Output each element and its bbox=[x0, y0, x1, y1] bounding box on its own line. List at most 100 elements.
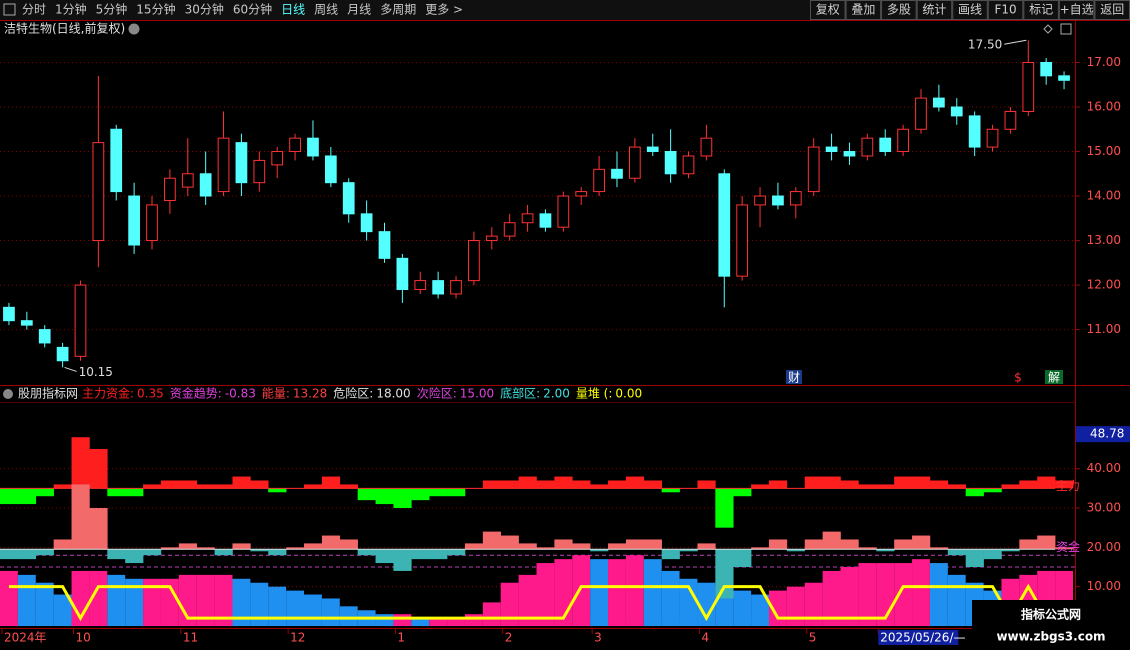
toolbar-button[interactable] bbox=[987, 0, 1024, 20]
legend-name: 能量: bbox=[262, 387, 290, 401]
candle-body bbox=[628, 146, 641, 179]
flow-area bbox=[947, 549, 966, 556]
period-tab[interactable]: 5分钟 bbox=[96, 2, 128, 17]
candle-body bbox=[611, 168, 623, 179]
flow-area bbox=[554, 476, 573, 489]
flow-area bbox=[71, 484, 90, 550]
legend-name: 主力资金: bbox=[82, 386, 134, 401]
y-tick-label: 13.00 bbox=[1087, 233, 1121, 247]
toolbar-button[interactable] bbox=[1023, 0, 1059, 20]
flow-area bbox=[768, 480, 788, 489]
toolbar-button-label[interactable]: F10 bbox=[994, 3, 1016, 17]
x-tick-label: 11 bbox=[183, 631, 198, 645]
period-tab[interactable]: 更多 > bbox=[425, 3, 463, 17]
period-tab[interactable]: 日线 bbox=[281, 3, 305, 17]
toolbar-button[interactable] bbox=[810, 0, 846, 20]
event-label: 财 bbox=[788, 371, 800, 385]
toolbar-button-label[interactable]: 标记 bbox=[1029, 3, 1053, 17]
flow-area bbox=[447, 488, 466, 497]
flow-area bbox=[858, 547, 877, 550]
dropdown-icon[interactable] bbox=[128, 23, 140, 35]
flow-area bbox=[232, 476, 251, 489]
panel-icon[interactable] bbox=[1060, 23, 1072, 35]
flow-area bbox=[751, 484, 770, 489]
energy-bar bbox=[464, 614, 483, 626]
candle-body bbox=[414, 280, 427, 291]
flow-area bbox=[482, 480, 502, 489]
toolbar-button[interactable] bbox=[845, 0, 882, 20]
toolbar-button-label[interactable]: 叠加 bbox=[851, 3, 875, 17]
menu-icon[interactable] bbox=[3, 3, 16, 16]
energy-bar bbox=[143, 578, 161, 626]
event-label: 解 bbox=[1048, 371, 1060, 385]
toolbar-button[interactable] bbox=[952, 0, 988, 20]
flow-area bbox=[339, 539, 358, 550]
candle-body bbox=[861, 137, 874, 157]
flow-area bbox=[536, 547, 555, 550]
watermark-box bbox=[972, 600, 1130, 650]
x-tick-label: 4 bbox=[701, 631, 709, 645]
flow-area bbox=[268, 549, 287, 556]
flow-area bbox=[1055, 480, 1074, 489]
period-tab[interactable]: 分时 bbox=[22, 3, 46, 17]
period-tab[interactable]: 月线 bbox=[347, 3, 371, 17]
flow-area bbox=[89, 449, 108, 489]
period-tab[interactable]: 15分钟 bbox=[136, 2, 175, 17]
toolbar-button[interactable] bbox=[1058, 0, 1095, 20]
flow-area bbox=[572, 543, 591, 550]
diamond-icon[interactable] bbox=[1043, 24, 1053, 34]
period-tab[interactable]: 1分钟 bbox=[55, 2, 87, 17]
toolbar-button[interactable] bbox=[916, 0, 953, 20]
toolbar-button-label[interactable]: 多股 bbox=[887, 3, 911, 17]
energy-bar bbox=[786, 586, 805, 626]
toolbar-button-label[interactable]: +自选 bbox=[1060, 3, 1094, 17]
flow-area bbox=[590, 549, 609, 552]
flow-area bbox=[500, 535, 519, 550]
energy-bar bbox=[822, 570, 841, 626]
flow-area bbox=[965, 488, 984, 497]
candle-body bbox=[307, 137, 319, 157]
candle-body bbox=[539, 213, 552, 228]
candle-body bbox=[1004, 110, 1017, 130]
y-tick-label: 11.00 bbox=[1087, 322, 1121, 336]
candle-body bbox=[92, 142, 105, 242]
flow-area bbox=[160, 480, 180, 489]
toolbar-button[interactable] bbox=[881, 0, 917, 20]
toolbar-button-label[interactable]: 复权 bbox=[816, 3, 840, 17]
legend-value: -0.83 bbox=[225, 387, 256, 401]
candle-body bbox=[1058, 75, 1070, 81]
flow-area bbox=[500, 480, 519, 489]
toolbar-button-label[interactable]: 返回 bbox=[1100, 3, 1124, 17]
period-tab[interactable]: 多周期 bbox=[380, 3, 416, 17]
period-tab[interactable]: 60分钟 bbox=[233, 2, 272, 17]
x-tick-label: 12 bbox=[290, 631, 305, 645]
flow-area bbox=[196, 547, 215, 550]
energy-bar bbox=[17, 574, 36, 626]
energy-bar bbox=[929, 563, 948, 626]
low-label: 10.15 bbox=[79, 365, 113, 379]
watermark: 指标公式网 www.zbgs3.com bbox=[972, 600, 1130, 650]
toolbar-button-label[interactable]: 画线 bbox=[958, 3, 982, 17]
candle-body bbox=[933, 97, 945, 108]
flow-area bbox=[1001, 549, 1020, 552]
legend-value: 15.00 bbox=[460, 387, 494, 401]
y-tick-label: 40.00 bbox=[1087, 461, 1121, 475]
energy-bar bbox=[89, 570, 108, 626]
energy-bar bbox=[804, 582, 823, 626]
energy-bar bbox=[107, 574, 126, 626]
indicator-icon[interactable] bbox=[3, 389, 13, 399]
flow-area bbox=[375, 488, 394, 505]
period-tab[interactable]: 周线 bbox=[314, 3, 338, 17]
flow-area bbox=[429, 488, 448, 497]
candle-body bbox=[342, 182, 355, 215]
candle-body bbox=[468, 240, 480, 282]
y-tick-label: 20.00 bbox=[1087, 540, 1121, 554]
legend-name: 底部区: bbox=[500, 386, 540, 401]
candle-body bbox=[807, 146, 820, 193]
period-tab[interactable]: 30分钟 bbox=[185, 2, 224, 17]
toolbar-button-label[interactable]: 统计 bbox=[922, 3, 946, 17]
flow-area bbox=[71, 437, 90, 489]
energy-bar bbox=[160, 578, 179, 626]
legend-value: 0.00 bbox=[615, 387, 642, 401]
